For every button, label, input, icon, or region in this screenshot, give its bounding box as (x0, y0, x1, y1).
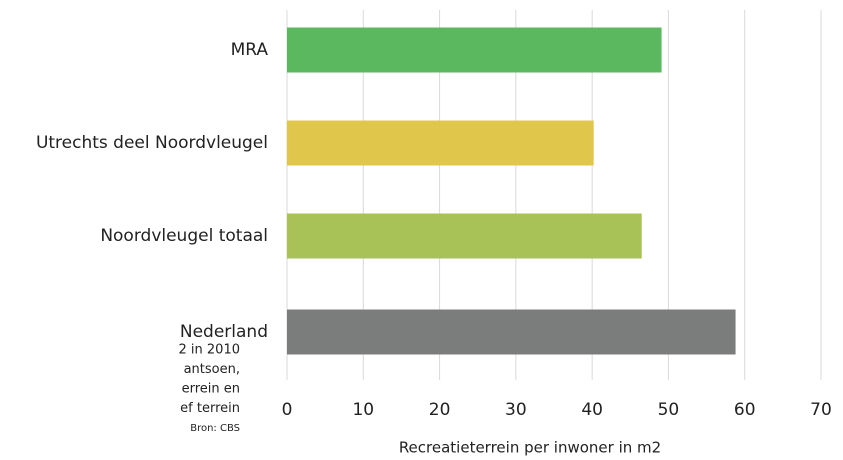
x-tick-label: 70 (810, 400, 832, 420)
source: Bron: CBS (190, 423, 240, 434)
annotation: errein en (182, 382, 240, 397)
annotation: 2 in 2010 (179, 343, 240, 358)
bar (287, 213, 642, 259)
y-tick-label: Noordvleugel totaal (100, 226, 268, 246)
annotation: antsoen, (184, 362, 240, 377)
bar (287, 27, 662, 73)
x-tick-label: 20 (429, 400, 451, 420)
x-tick-label: 0 (282, 400, 293, 420)
bar (287, 309, 736, 355)
bar (287, 120, 594, 166)
x-tick-label: 50 (658, 400, 680, 420)
x-tick-label: 30 (505, 400, 527, 420)
y-tick-label: Utrechts deel Noordvleugel (36, 133, 268, 153)
y-tick-label: MRA (231, 40, 269, 60)
x-tick-label: 40 (581, 400, 603, 420)
x-tick-label: 60 (734, 400, 756, 420)
x-axis-label: Recreatieterrein per inwoner in m2 (399, 439, 661, 457)
annotation: ef terrein (180, 401, 240, 416)
y-tick-label: Nederland (180, 322, 268, 342)
x-tick-label: 10 (352, 400, 374, 420)
